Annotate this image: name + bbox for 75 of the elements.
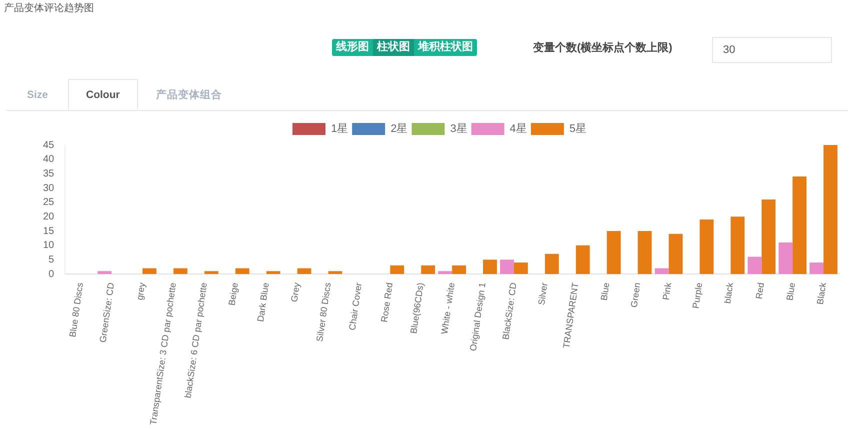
y-tick-label: 5 <box>48 254 55 266</box>
x-tick-label: Red <box>754 282 766 300</box>
button: 柱状图 <box>373 39 414 56</box>
x-tick-label: Dark Blue <box>255 282 271 322</box>
x-tick-label: blackSize: 6 CD par pochette <box>182 282 209 399</box>
bar <box>500 260 514 274</box>
text: 变量个数(横坐标点个数上限) <box>533 40 672 55</box>
bar <box>328 271 342 274</box>
bar <box>98 271 112 274</box>
legend-label: 5星 <box>569 123 587 136</box>
x-tick-label: Pink <box>660 281 674 301</box>
y-tick-label: 0 <box>48 268 55 280</box>
bar <box>544 254 559 274</box>
bar <box>700 220 714 274</box>
x-tick-label: Original Design 1 <box>468 282 488 352</box>
bar <box>514 262 528 274</box>
x-tick-label: Grey <box>289 281 302 303</box>
bar <box>638 231 652 274</box>
bar <box>748 256 762 274</box>
bar <box>421 265 436 274</box>
bar <box>576 245 590 274</box>
bar <box>762 199 776 274</box>
bar <box>142 268 156 274</box>
x-tick-label: GreenSize: CD <box>98 281 116 344</box>
bar <box>778 242 793 274</box>
bar <box>654 268 669 274</box>
x-tick-label: black <box>722 281 736 304</box>
legend-label: 4星 <box>510 123 527 136</box>
bar <box>452 265 466 274</box>
x-tick-label: Green <box>628 282 642 308</box>
y-tick-label: 15 <box>43 226 55 237</box>
y-tick-label: 35 <box>43 168 55 180</box>
bar <box>730 216 745 274</box>
bar <box>390 265 404 274</box>
x-tick-label: Black <box>815 281 828 306</box>
chart-title: 产品变体评论趋势图 <box>4 2 94 15</box>
button: 线形图 <box>332 39 373 56</box>
bar <box>483 260 497 274</box>
button: 堆积柱状图 <box>414 39 477 56</box>
bar <box>235 268 250 274</box>
x-tick-label: Purple <box>690 282 704 310</box>
legend-label: 2星 <box>390 123 408 136</box>
x-tick-label: White - white <box>439 282 456 335</box>
bar <box>810 262 824 274</box>
x-tick-label: Chair Cover <box>347 282 364 331</box>
x-tick-label: TRANSPARENT <box>561 281 580 349</box>
bar <box>668 234 683 274</box>
x-tick-label: Beige <box>226 282 240 306</box>
y-tick-label: 10 <box>43 240 55 252</box>
x-tick-label: Blue <box>784 282 798 302</box>
y-tick-label: 40 <box>43 154 55 166</box>
legend-label: 1星 <box>330 123 348 136</box>
bar <box>606 231 621 274</box>
x-tick-label: Silver 80 Discs <box>314 281 333 342</box>
x-tick-label: BlackSize: CD <box>500 281 518 340</box>
tab: Colour <box>68 79 138 110</box>
legend-label: 3星 <box>450 123 468 136</box>
y-tick-label: 45 <box>43 140 55 151</box>
y-tick-label: 20 <box>43 211 55 222</box>
text-field: 30 <box>712 37 832 63</box>
bar <box>173 268 188 274</box>
bar <box>204 271 218 274</box>
bar <box>824 145 838 274</box>
x-tick-label: Blue <box>598 282 612 302</box>
x-tick-label: Rose Red <box>379 282 395 323</box>
y-tick-label: 30 <box>43 182 55 194</box>
bar <box>266 271 280 274</box>
bar <box>438 271 452 274</box>
x-tick-label: grey <box>134 281 148 301</box>
y-tick-label: 25 <box>43 197 55 208</box>
x-tick-label: Silver <box>536 282 550 306</box>
bar <box>792 176 806 274</box>
x-tick-label: Blue 80 Discs <box>67 281 86 338</box>
x-tick-label: Blue(96CDs) <box>408 282 426 334</box>
bar <box>297 268 312 274</box>
